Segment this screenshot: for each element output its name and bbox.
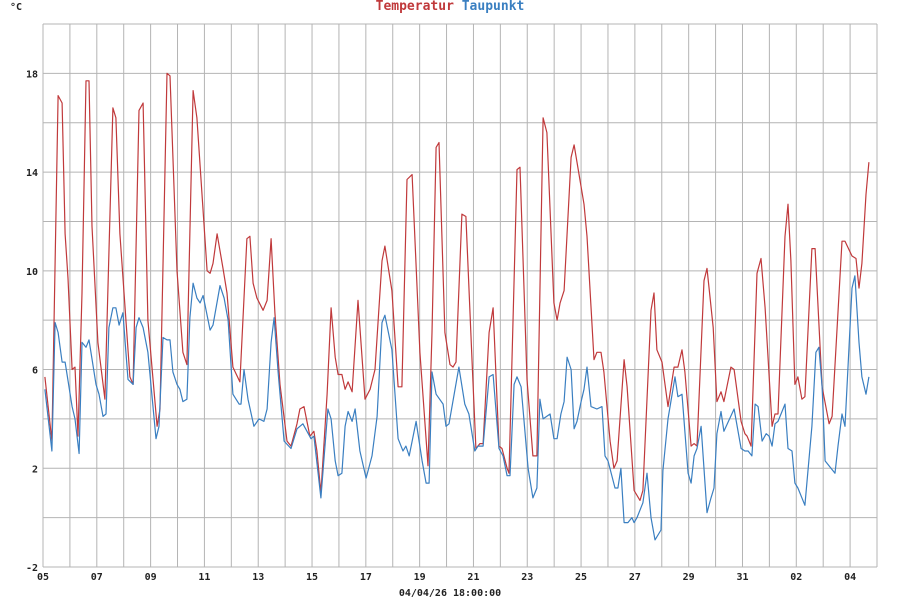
x-tick-label: 19 [414, 572, 426, 583]
y-tick-label: 14 [26, 168, 38, 179]
x-tick-label: 07 [91, 572, 103, 583]
y-axis-unit: °C [10, 2, 23, 13]
x-tick-label: 25 [575, 572, 587, 583]
x-tick-label: 11 [198, 572, 210, 583]
x-tick-label: 27 [629, 572, 641, 583]
y-tick-label: -2 [26, 563, 38, 574]
chart-title: Temperatur Taupunkt [0, 0, 900, 14]
timestamp-label: 04/04/26 18:00:00 [398, 588, 502, 599]
x-tick-label: 13 [252, 572, 264, 583]
y-tick-label: 10 [26, 267, 38, 278]
x-tick-label: 29 [683, 572, 695, 583]
legend-taupunkt: Taupunkt [461, 0, 525, 14]
x-tick-label: 21 [467, 572, 479, 583]
y-tick-label: 2 [32, 464, 38, 475]
y-tick-label: 6 [32, 366, 38, 377]
x-tick-label: 31 [736, 572, 748, 583]
legend-temperatur: Temperatur [375, 0, 454, 14]
x-tick-label: 04 [844, 572, 856, 583]
x-tick-label: 05 [37, 572, 49, 583]
y-tick-label: 18 [26, 69, 38, 80]
x-tick-label: 02 [790, 572, 802, 583]
x-tick-label: 15 [306, 572, 318, 583]
x-tick-label: 09 [145, 572, 157, 583]
x-tick-label: 17 [360, 572, 372, 583]
series-line-taupunkt [44, 275, 870, 541]
x-tick-label: 23 [521, 572, 533, 583]
series-line-temperatur [44, 72, 870, 501]
